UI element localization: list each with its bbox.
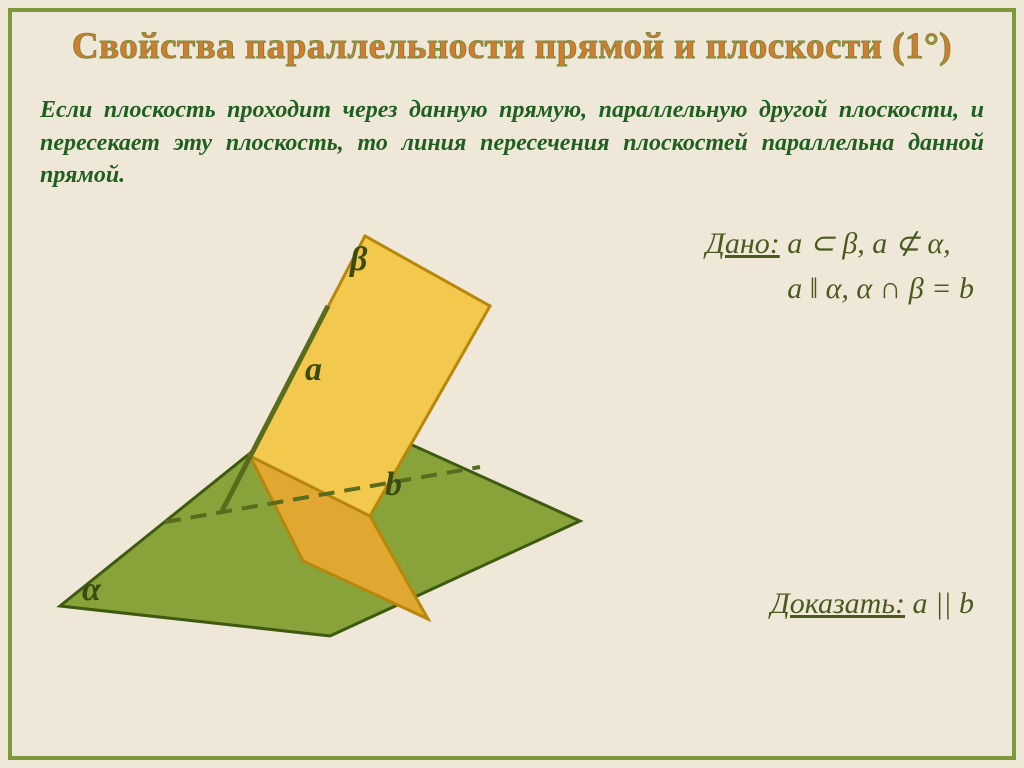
given-block: Дано: a ⊂ β, a ⊄ α, Дано: a ǁ α, α ∩ β =… xyxy=(706,221,974,311)
theorem-text: Если плоскость проходит через данную пря… xyxy=(40,94,984,191)
given-label: Дано: xyxy=(706,227,780,260)
content-area: β a b α Дано: a ⊂ β, a ⊄ α, Дано: a ǁ α,… xyxy=(40,211,984,651)
prove-block: Доказать: a || b xyxy=(771,587,974,621)
prove-label: Доказать: xyxy=(771,587,905,620)
label-b: b xyxy=(385,466,402,504)
label-alpha: α xyxy=(82,571,101,609)
given-line2: a ǁ α, α ∩ β = b xyxy=(787,272,974,305)
label-a: a xyxy=(305,351,322,389)
prove-text: a || b xyxy=(905,587,974,620)
slide: Свойства параллельности прямой и плоскос… xyxy=(0,0,1024,768)
slide-inner: Свойства параллельности прямой и плоскос… xyxy=(8,8,1016,760)
page-title: Свойства параллельности прямой и плоскос… xyxy=(40,24,984,70)
geometry-diagram xyxy=(40,211,600,651)
given-line1: a ⊂ β, a ⊄ α, xyxy=(780,227,951,260)
label-beta: β xyxy=(350,241,367,279)
